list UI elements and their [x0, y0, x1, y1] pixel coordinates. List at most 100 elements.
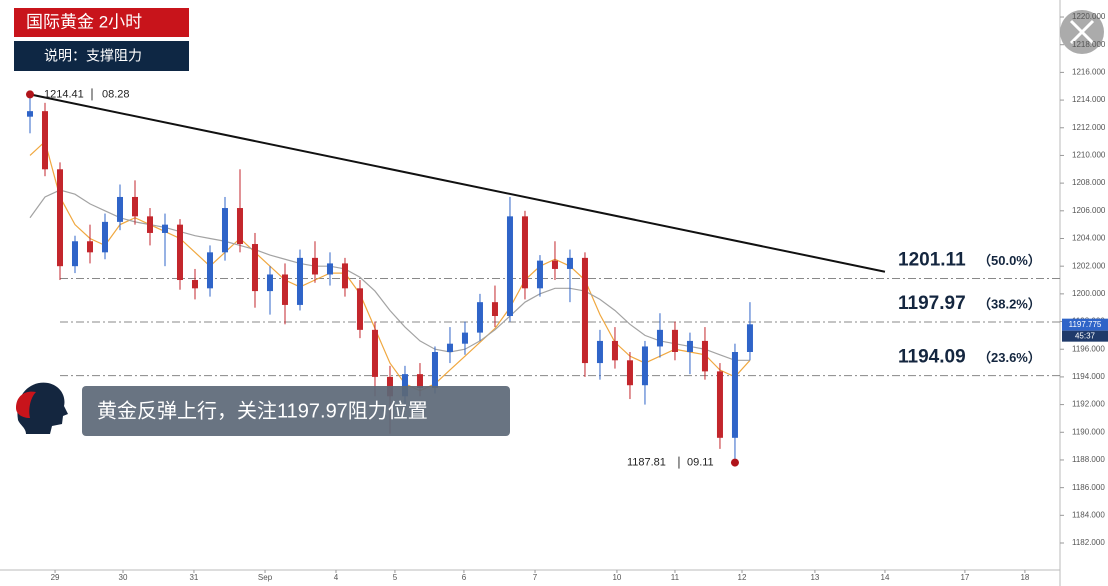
- candle-body: [641, 346, 648, 386]
- y-tick-label: 1212.000: [1072, 123, 1106, 132]
- candle-body: [521, 216, 528, 289]
- candle-body: [656, 329, 663, 347]
- candle-body: [611, 340, 618, 361]
- level-ratio: （50.0%）: [978, 253, 1041, 268]
- candle-body: [506, 216, 513, 317]
- x-tick-label: 14: [881, 573, 890, 582]
- level-price: 1194.09: [898, 347, 966, 368]
- x-tick-label: 31: [189, 573, 198, 582]
- candle-body: [686, 340, 693, 352]
- candle-body: [41, 111, 48, 170]
- low-dot: [730, 458, 739, 467]
- close-x[interactable]: [1069, 19, 1095, 45]
- candle-body: [671, 329, 678, 352]
- low-note-price: 1187.81: [627, 456, 666, 468]
- y-tick-label: 1202.000: [1072, 261, 1106, 270]
- y-tick-label: 1190.000: [1072, 427, 1105, 436]
- x-tick-label: 30: [119, 573, 128, 582]
- candle-body: [341, 263, 348, 289]
- y-tick-label: 1218.000: [1072, 40, 1106, 49]
- y-tick-label: 1186.000: [1072, 483, 1105, 492]
- logo: [14, 381, 69, 434]
- candle-body: [176, 224, 183, 281]
- candle-body: [71, 241, 78, 267]
- candle-body: [296, 257, 303, 305]
- y-tick-label: 1214.000: [1072, 95, 1106, 104]
- candle-body: [26, 111, 33, 117]
- last-price: 1197.775: [1069, 320, 1102, 329]
- trendline: [29, 93, 886, 273]
- x-tick-label: 6: [462, 573, 467, 582]
- level-price: 1197.97: [898, 293, 966, 314]
- candle-body: [536, 260, 543, 289]
- x-tick-label: 11: [671, 573, 680, 582]
- y-tick-label: 1188.000: [1072, 455, 1105, 464]
- x-tick-label: 17: [960, 573, 969, 582]
- y-tick-label: 1204.000: [1072, 234, 1106, 243]
- high-note-price: 1214.41: [44, 88, 84, 100]
- y-tick-label: 1210.000: [1072, 151, 1106, 160]
- x-tick-label: 18: [1020, 573, 1029, 582]
- candle-body: [716, 371, 723, 438]
- candle-body: [401, 374, 408, 397]
- high-dot: [25, 90, 34, 99]
- level-ratio: （23.6%）: [978, 350, 1041, 365]
- candle-body: [236, 208, 243, 245]
- candle-body: [476, 302, 483, 333]
- subtitle-box: [14, 41, 189, 71]
- last-price-box: [1062, 318, 1108, 331]
- candle-body: [206, 252, 213, 289]
- title-box: [14, 8, 189, 37]
- candle-body: [266, 274, 273, 292]
- candle-body: [566, 257, 573, 269]
- candle-body: [281, 274, 288, 305]
- y-tick-label: 1184.000: [1072, 510, 1105, 519]
- candle-body: [746, 324, 753, 352]
- candle-body: [551, 260, 558, 269]
- candle-body: [371, 329, 378, 377]
- candle-body: [161, 224, 168, 233]
- candle-body: [356, 288, 363, 330]
- candle-body: [251, 244, 258, 292]
- candle-body: [701, 340, 708, 372]
- level-price: 1201.11: [898, 250, 966, 271]
- candle-body: [581, 257, 588, 364]
- low-note-date: 09.11: [687, 456, 714, 468]
- candle-body: [731, 351, 738, 438]
- plot-area: 1201.11 （50.0%） 1197.97 （38.2%） 1194.09 （23.6…: [25, 88, 1060, 469]
- x-tick-label: 4: [334, 573, 339, 582]
- x-tick-label: 12: [738, 573, 747, 582]
- subtitle: 说明：支撑阻力: [44, 48, 142, 64]
- candle-body: [101, 221, 108, 253]
- candle-body: [461, 332, 468, 344]
- countdown: 45:37: [1075, 331, 1096, 340]
- y-tick-label: 1206.000: [1072, 206, 1106, 215]
- x-tick-label: 13: [810, 573, 819, 582]
- candle-body: [311, 257, 318, 275]
- candle-body: [56, 169, 63, 267]
- y-tick-label: 1220.000: [1072, 12, 1106, 21]
- x-tick-label: Sep: [258, 573, 273, 582]
- y-tick-label: 1216.000: [1072, 68, 1106, 77]
- candle-body: [491, 302, 498, 317]
- y-tick-label: 1194.000: [1072, 372, 1105, 381]
- x-tick-label: 10: [612, 573, 621, 582]
- banner-box: [82, 386, 510, 436]
- x-tick-label: 5: [393, 573, 398, 582]
- candle-body: [86, 241, 93, 253]
- candle-body: [596, 340, 603, 364]
- x-tick-label: 7: [533, 573, 538, 582]
- level-ratio: （38.2%）: [978, 296, 1041, 311]
- y-tick-label: 1192.000: [1072, 400, 1105, 409]
- y-tick-label: 1208.000: [1072, 178, 1106, 187]
- countdown-box: [1062, 330, 1108, 342]
- close-button[interactable]: [1060, 10, 1104, 54]
- x-tick-label: 29: [51, 573, 60, 582]
- candle-body: [446, 343, 453, 352]
- candle-body: [416, 374, 423, 388]
- candle-body: [131, 196, 138, 217]
- candle-body: [221, 208, 228, 253]
- candle-body: [626, 360, 633, 386]
- title: 国际黄金 2小时: [26, 12, 142, 31]
